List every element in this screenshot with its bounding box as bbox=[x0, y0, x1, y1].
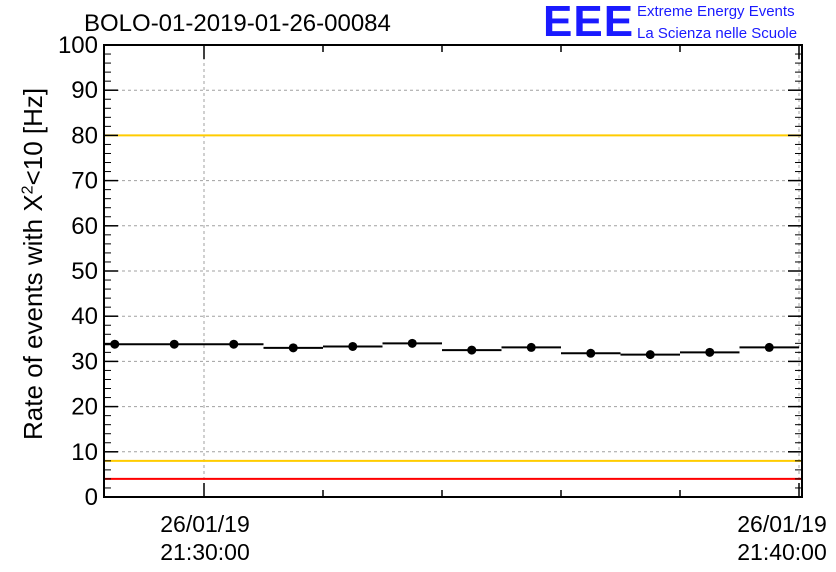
logo-line-2: La Scienza nelle Scuole bbox=[637, 25, 798, 42]
eee-logo: EEE bbox=[543, 0, 635, 46]
data-point bbox=[467, 345, 477, 355]
data-series bbox=[104, 338, 799, 360]
data-point bbox=[526, 342, 536, 352]
y-tick-label: 80 bbox=[71, 122, 98, 149]
data-point bbox=[110, 339, 120, 349]
chart-title: BOLO-01-2019-01-26-00084 bbox=[84, 10, 391, 37]
x-axis bbox=[203, 45, 800, 497]
y-tick-label: 70 bbox=[71, 168, 98, 195]
x-tick-time: 21:40:00 bbox=[737, 539, 827, 565]
y-tick-label: 20 bbox=[71, 394, 98, 421]
y-axis-label-tail: <10 [Hz] bbox=[18, 87, 48, 186]
reference-lines bbox=[104, 44, 802, 480]
x-tick-date: 26/01/19 bbox=[160, 511, 250, 537]
x-tick-time: 21:30:00 bbox=[160, 539, 250, 565]
data-point bbox=[407, 338, 417, 348]
y-tick-label: 90 bbox=[71, 77, 98, 104]
y-axis: 0 10 20 30 40 50 60 70 80 90 100 bbox=[58, 32, 802, 511]
y-tick-label: 40 bbox=[71, 303, 98, 330]
data-point bbox=[705, 347, 715, 357]
y-tick-label: 0 bbox=[85, 484, 98, 511]
x-tick-label: 26/01/19 21:30:00 bbox=[145, 510, 265, 566]
data-point bbox=[586, 348, 596, 358]
y-axis-label-sup: 2 bbox=[19, 185, 37, 195]
grid-lines bbox=[104, 45, 802, 497]
data-point bbox=[229, 339, 239, 349]
y-tick-label: 30 bbox=[71, 348, 98, 375]
x-tick-date: 26/01/19 bbox=[737, 511, 827, 537]
logo-line-1: Extreme Energy Events bbox=[637, 3, 795, 20]
data-point bbox=[764, 342, 774, 352]
y-tick-label: 10 bbox=[71, 439, 98, 466]
y-axis-label-main: Rate of events with X bbox=[18, 194, 48, 440]
data-point bbox=[288, 343, 298, 353]
y-axis-label: Rate of events with X2<10 [Hz] bbox=[18, 88, 49, 440]
y-tick-label: 60 bbox=[71, 213, 98, 240]
data-point bbox=[169, 339, 179, 349]
data-point bbox=[645, 350, 655, 360]
x-tick-label: 26/01/19 21:40:00 bbox=[722, 510, 836, 566]
y-tick-label: 50 bbox=[71, 258, 98, 285]
y-tick-label: 100 bbox=[58, 32, 98, 59]
data-point bbox=[348, 341, 358, 351]
